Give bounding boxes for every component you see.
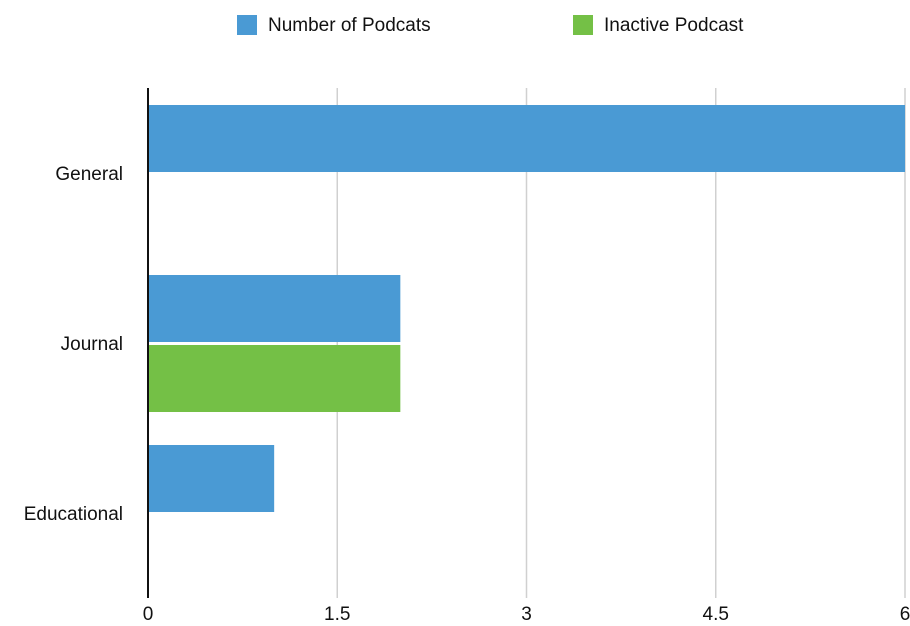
legend-swatch bbox=[573, 15, 593, 35]
legend-label: Number of Podcats bbox=[268, 15, 431, 36]
x-tick-label: 6 bbox=[900, 604, 910, 625]
legend-swatch bbox=[237, 15, 257, 35]
bar bbox=[148, 345, 401, 412]
bar bbox=[148, 105, 905, 172]
x-tick-label: 1.5 bbox=[324, 604, 350, 625]
x-tick-label: 3 bbox=[521, 604, 532, 625]
x-tick-label: 4.5 bbox=[703, 604, 729, 625]
y-tick-label: General bbox=[55, 164, 123, 185]
bar bbox=[148, 445, 275, 512]
bar bbox=[148, 275, 401, 342]
y-tick-label: Educational bbox=[24, 504, 123, 525]
x-tick-label: 0 bbox=[143, 604, 154, 625]
y-tick-label: Journal bbox=[61, 334, 123, 355]
legend-label: Inactive Podcast bbox=[604, 15, 744, 36]
